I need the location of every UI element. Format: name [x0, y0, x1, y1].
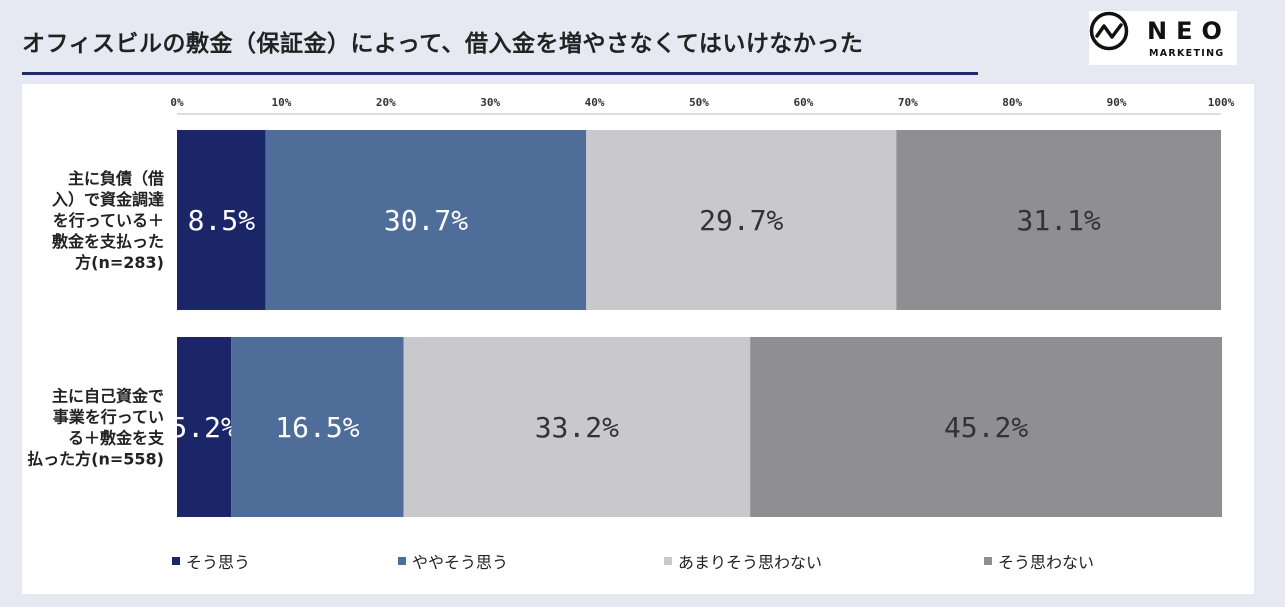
bar-segment — [750, 337, 1223, 517]
bar-segment — [403, 337, 751, 517]
x-tick-label: 30% — [480, 96, 500, 109]
data-label: 33.2% — [535, 411, 619, 444]
bar-segment — [265, 130, 587, 310]
pulse-line-icon — [1089, 11, 1129, 51]
x-tick-label: 70% — [898, 96, 918, 109]
data-label: 8.5% — [188, 204, 256, 237]
data-label: 29.7% — [699, 204, 783, 237]
x-tick-label: 10% — [271, 96, 291, 109]
neo-marketing-logo: NEO MARKETING — [1089, 11, 1237, 65]
chart-panel: 0% 10% 20% 30% 40% 50% 60% 70% 80% 90% 100% 主に負債（借入… — [22, 84, 1254, 594]
category-label: 主に負債（借入）で資金調達を行っている＋敷金を支払った方(n=283) — [52, 169, 164, 272]
x-tick-label: 40% — [585, 96, 605, 109]
legend-swatch — [984, 557, 992, 565]
data-label: 45.2% — [944, 411, 1028, 444]
category-label: 主に自己資金で事業を行っている＋敷金を支払った方(n=558) — [27, 387, 165, 469]
x-tick-label: 80% — [1002, 96, 1022, 109]
bar-segment — [231, 337, 404, 517]
stacked-bar-chart: 0% 10% 20% 30% 40% 50% 60% 70% 80% 90% 100% 主に負債（借入… — [27, 96, 1235, 517]
legend-label: あまりそう思わない — [678, 553, 823, 572]
bar-segment — [896, 130, 1221, 310]
legend-label: ややそう思う — [412, 553, 509, 572]
legend-swatch — [398, 557, 406, 565]
data-label: 16.5% — [275, 411, 359, 444]
logo-wordmark: NEO — [1147, 17, 1231, 45]
legend-label: そう思わない — [998, 553, 1095, 572]
x-tick-label: 90% — [1107, 96, 1127, 109]
x-tick-label: 60% — [793, 96, 813, 109]
bar-segment — [177, 130, 266, 310]
x-tick-label: 100% — [1208, 96, 1235, 109]
legend-item: ややそう思う — [398, 549, 508, 573]
x-tick-label: 20% — [376, 96, 396, 109]
data-label: 30.7% — [384, 204, 468, 237]
legend-item: そう思う — [172, 549, 250, 573]
data-label: 5.2% — [170, 411, 238, 444]
legend-swatch — [172, 557, 180, 565]
x-tick-label: 0% — [170, 96, 184, 109]
bar-segment — [586, 130, 897, 310]
data-label: 31.1% — [1017, 204, 1101, 237]
bar-segment — [177, 337, 232, 517]
logo-subtitle: MARKETING — [1149, 48, 1225, 59]
legend-swatch — [664, 557, 672, 565]
legend-item: そう思わない — [984, 549, 1094, 573]
title-underline — [22, 72, 978, 75]
legend-item: あまりそう思わない — [664, 549, 822, 573]
x-tick-label: 50% — [689, 96, 709, 109]
chart-title: オフィスビルの敷金（保証金）によって、借入金を増やさなくてはいけなかった — [22, 31, 864, 57]
legend-label: そう思う — [186, 553, 251, 572]
